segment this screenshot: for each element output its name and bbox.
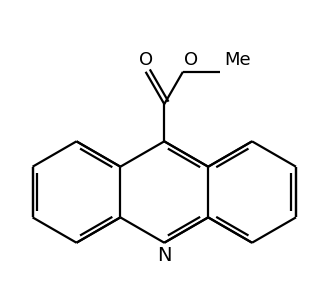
Text: Me: Me bbox=[225, 51, 251, 69]
Text: O: O bbox=[138, 51, 153, 69]
Text: O: O bbox=[184, 51, 198, 69]
Text: N: N bbox=[157, 246, 171, 265]
